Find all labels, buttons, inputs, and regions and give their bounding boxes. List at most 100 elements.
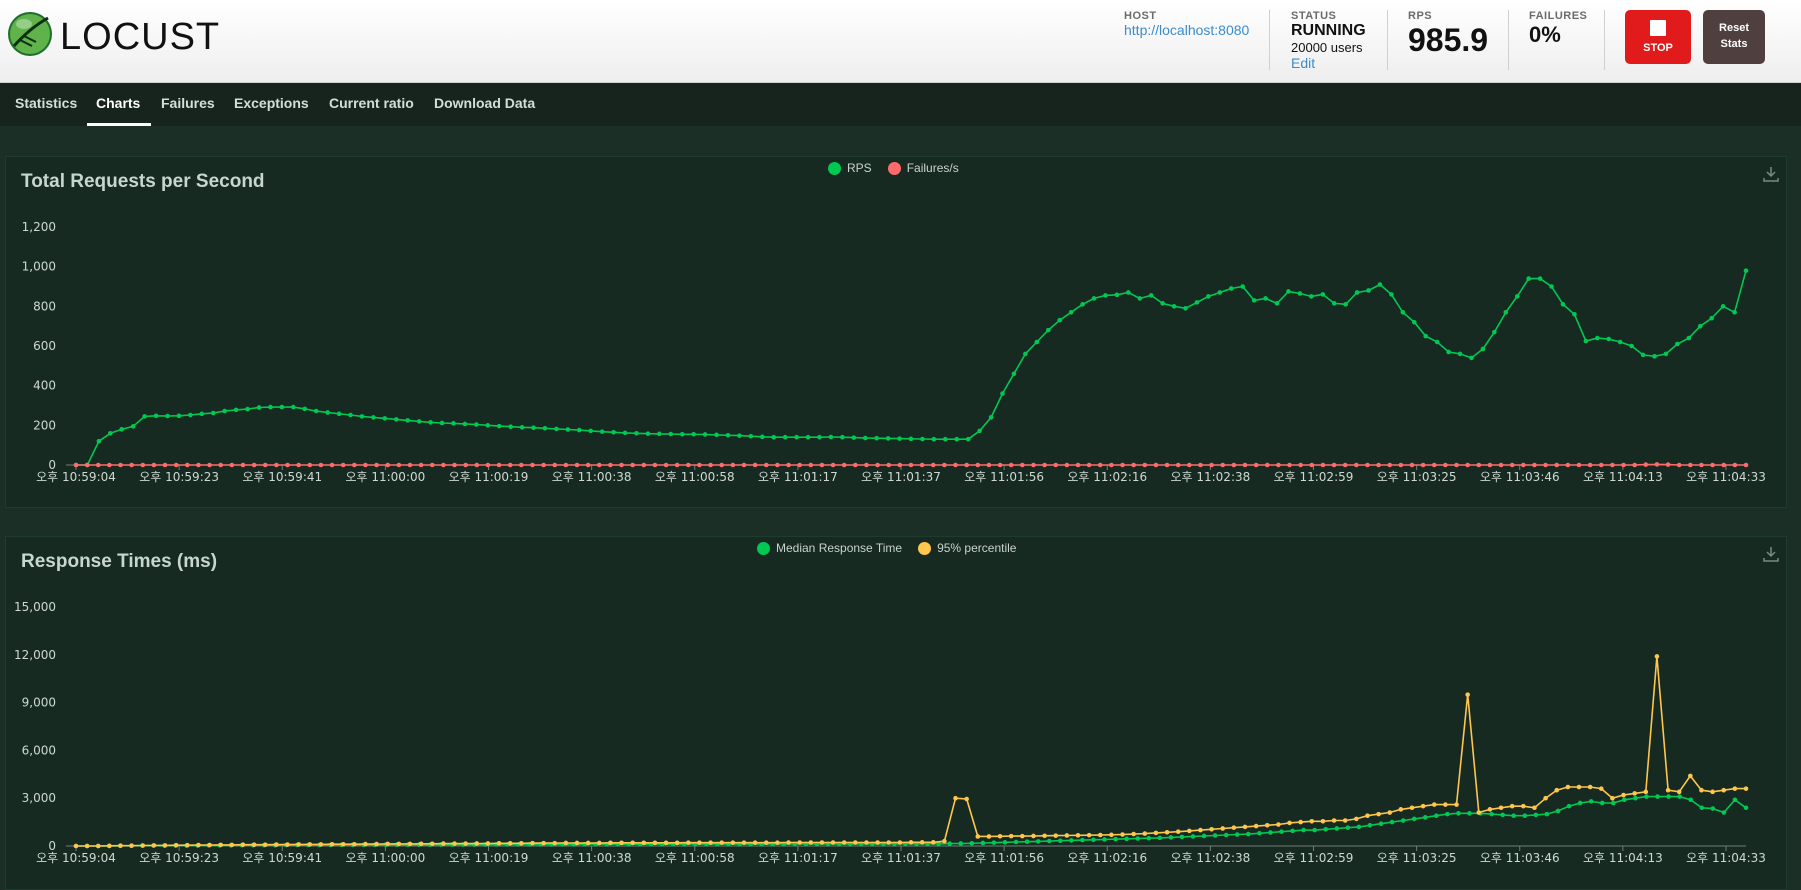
data-point[interactable] (886, 840, 892, 845)
data-point[interactable] (1720, 304, 1726, 309)
data-point[interactable] (496, 840, 502, 846)
data-point[interactable] (407, 462, 413, 468)
data-point[interactable] (1171, 304, 1177, 309)
data-point[interactable] (1160, 301, 1165, 306)
data-point[interactable] (130, 424, 136, 429)
data-point[interactable] (1301, 827, 1306, 833)
data-point[interactable] (1544, 811, 1550, 817)
data-point[interactable] (708, 462, 713, 468)
data-point[interactable] (1587, 784, 1593, 790)
tab-current-ratio[interactable]: Current ratio (329, 95, 414, 111)
data-point[interactable] (897, 436, 902, 441)
median-legend-label[interactable]: Median Response Time (776, 541, 903, 555)
data-point[interactable] (588, 428, 594, 434)
data-point[interactable] (1220, 826, 1226, 831)
data-point[interactable] (1320, 462, 1326, 468)
data-point[interactable] (1287, 820, 1292, 826)
data-point[interactable] (574, 462, 580, 468)
data-point[interactable] (1153, 830, 1159, 836)
data-point[interactable] (173, 462, 179, 468)
data-point[interactable] (96, 438, 102, 444)
data-point[interactable] (118, 462, 123, 468)
data-point[interactable] (268, 404, 273, 410)
data-point[interactable] (129, 843, 134, 848)
data-point[interactable] (958, 841, 964, 846)
data-point[interactable] (1120, 832, 1125, 837)
data-point[interactable] (307, 462, 313, 468)
data-point[interactable] (385, 841, 391, 847)
data-point[interactable] (1565, 784, 1571, 790)
data-point[interactable] (1699, 787, 1704, 793)
data-point[interactable] (1114, 292, 1120, 298)
data-point[interactable] (619, 840, 624, 846)
data-point[interactable] (1643, 462, 1649, 467)
data-point[interactable] (1365, 462, 1370, 468)
data-point[interactable] (1064, 462, 1070, 468)
data-point[interactable] (1367, 822, 1373, 828)
data-point[interactable] (830, 840, 836, 845)
data-point[interactable] (908, 462, 914, 468)
data-point[interactable] (663, 840, 669, 846)
data-point[interactable] (1514, 294, 1520, 299)
data-point[interactable] (1676, 789, 1682, 795)
data-point[interactable] (318, 842, 324, 847)
data-point[interactable] (697, 840, 702, 845)
rps-legend-label[interactable]: RPS (847, 161, 872, 175)
data-point[interactable] (418, 841, 424, 847)
data-point[interactable] (1276, 822, 1281, 827)
data-point[interactable] (552, 462, 558, 468)
data-point[interactable] (1721, 462, 1727, 468)
data-point[interactable] (1020, 833, 1025, 839)
data-point[interactable] (1622, 797, 1627, 803)
data-point[interactable] (942, 838, 947, 844)
data-point[interactable] (1686, 335, 1692, 341)
data-point[interactable] (393, 417, 399, 422)
data-point[interactable] (262, 842, 268, 848)
data-point[interactable] (943, 436, 948, 442)
data-point[interactable] (674, 840, 680, 846)
data-point[interactable] (262, 462, 268, 468)
data-point[interactable] (686, 840, 691, 845)
data-point[interactable] (1002, 840, 1008, 845)
data-point[interactable] (1665, 787, 1671, 793)
data-point[interactable] (608, 462, 613, 468)
data-point[interactable] (886, 462, 892, 468)
data-point[interactable] (463, 462, 468, 468)
data-point[interactable] (429, 462, 435, 468)
tab-charts[interactable]: Charts (96, 95, 141, 111)
data-point[interactable] (73, 462, 79, 468)
data-point[interactable] (1503, 309, 1509, 315)
data-point[interactable] (1011, 371, 1017, 377)
data-point[interactable] (1743, 462, 1749, 468)
data-point[interactable] (1334, 826, 1340, 831)
data-point[interactable] (1142, 831, 1148, 836)
data-point[interactable] (1543, 462, 1548, 468)
data-point[interactable] (719, 462, 725, 468)
data-point[interactable] (1411, 319, 1417, 325)
data-point[interactable] (794, 434, 799, 440)
data-point[interactable] (1699, 805, 1705, 811)
data-point[interactable] (1286, 289, 1291, 294)
data-point[interactable] (352, 841, 357, 847)
data-point[interactable] (819, 462, 825, 468)
data-point[interactable] (1042, 462, 1047, 468)
data-point[interactable] (196, 842, 201, 848)
data-point[interactable] (1187, 828, 1192, 834)
data-point[interactable] (1721, 787, 1727, 793)
data-point[interactable] (875, 462, 880, 468)
data-point[interactable] (1198, 827, 1203, 833)
data-point[interactable] (416, 419, 422, 424)
data-point[interactable] (1663, 351, 1669, 357)
data-point[interactable] (1137, 296, 1143, 301)
data-point[interactable] (980, 840, 986, 846)
data-point[interactable] (691, 431, 696, 437)
data-point[interactable] (1543, 795, 1548, 801)
data-point[interactable] (977, 428, 982, 434)
edit-link[interactable]: Edit (1291, 55, 1316, 71)
data-point[interactable] (240, 842, 246, 848)
data-point[interactable] (474, 841, 480, 846)
data-point[interactable] (1354, 462, 1359, 468)
data-point[interactable] (853, 462, 858, 468)
data-point[interactable] (1153, 462, 1159, 468)
data-point[interactable] (763, 462, 769, 468)
